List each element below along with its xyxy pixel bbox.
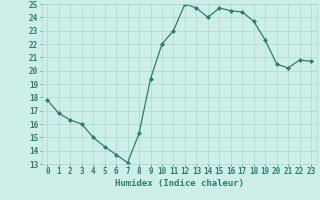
X-axis label: Humidex (Indice chaleur): Humidex (Indice chaleur) — [115, 179, 244, 188]
